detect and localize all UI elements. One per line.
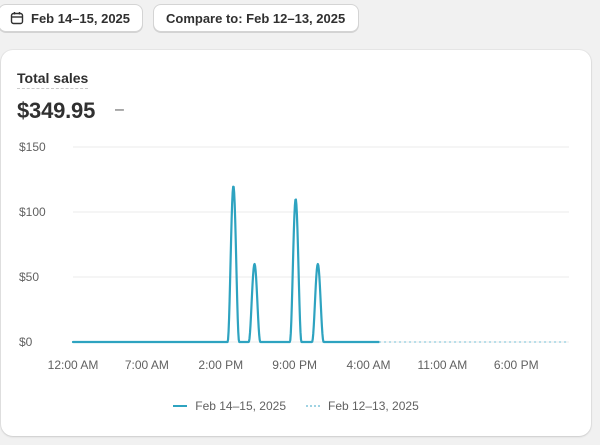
compare-to-label: Compare to: Feb 12–13, 2025 — [166, 10, 346, 26]
data-point-peak-4 — [315, 261, 321, 267]
compare-to-button[interactable]: Compare to: Feb 12–13, 2025 — [153, 4, 359, 32]
data-point-peak-3 — [293, 196, 299, 202]
x-tick-label: 12:00 AM — [48, 358, 99, 372]
y-tick-label: $50 — [19, 270, 39, 284]
legend-label-current: Feb 14–15, 2025 — [195, 399, 286, 413]
x-tick-label: 6:00 PM — [494, 358, 539, 372]
sales-line-chart[interactable]: $0 $50 $100 $150 12:00 AM 7:00 AM 2:00 PM 9:00 … — [1, 50, 591, 395]
y-tick-label: $150 — [19, 140, 46, 154]
y-tick-label: $100 — [19, 205, 46, 219]
x-tick-label: 4:00 AM — [346, 358, 390, 372]
data-point-peak-1 — [230, 183, 236, 189]
metric-change-indicator: – — [115, 101, 124, 118]
x-tick-label: 7:00 AM — [125, 358, 169, 372]
metric-title[interactable]: Total sales — [17, 70, 89, 89]
legend-dotted-line-icon — [306, 405, 320, 407]
date-range-button[interactable]: Feb 14–15, 2025 — [0, 4, 143, 32]
calendar-icon — [10, 11, 24, 25]
x-tick-label: 9:00 PM — [272, 358, 317, 372]
x-tick-label: 11:00 AM — [417, 358, 467, 372]
legend-item-comparison[interactable]: Feb 12–13, 2025 — [306, 399, 419, 413]
legend-solid-line-icon — [173, 405, 188, 407]
chart-legend: Feb 14–15, 2025 Feb 12–13, 2025 — [1, 399, 591, 413]
y-tick-label: $0 — [19, 335, 33, 349]
data-point-peak-2 — [252, 261, 258, 267]
total-sales-card: Total sales $349.95 – $0 $50 $100 $150 12:00… — [1, 50, 591, 436]
x-tick-label: 2:00 PM — [198, 358, 243, 372]
date-range-label: Feb 14–15, 2025 — [31, 10, 131, 26]
metric-value: $349.95 — [17, 98, 96, 123]
series-line-current — [71, 185, 381, 344]
legend-item-current[interactable]: Feb 14–15, 2025 — [173, 399, 286, 413]
legend-label-comparison: Feb 12–13, 2025 — [328, 399, 419, 413]
